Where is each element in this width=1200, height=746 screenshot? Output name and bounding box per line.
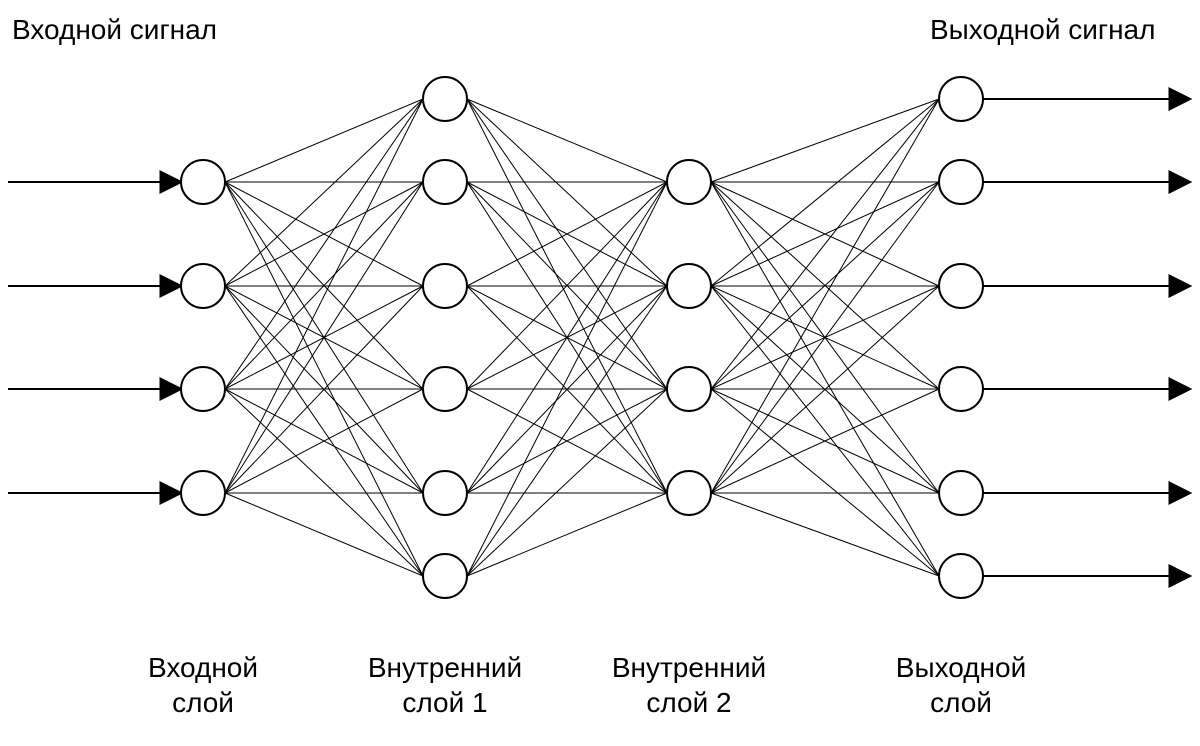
output-signal-label: Выходной сигнал: [930, 14, 1155, 46]
hidden1-node: [423, 367, 467, 411]
hidden1-node: [423, 264, 467, 308]
hidden1-node: [423, 554, 467, 598]
output-node: [939, 160, 983, 204]
output-node: [939, 554, 983, 598]
input-node: [181, 367, 225, 411]
input-node: [181, 264, 225, 308]
hidden1-node: [423, 160, 467, 204]
edges: [225, 99, 939, 576]
output-node: [939, 264, 983, 308]
input-node: [181, 160, 225, 204]
input-signal-label: Входной сигнал: [12, 14, 217, 46]
hidden2-node: [667, 160, 711, 204]
hidden-layer-1-label: Внутренний слой 1: [355, 650, 535, 720]
output-node: [939, 367, 983, 411]
input-node: [181, 471, 225, 515]
input-layer-label: Входной слой: [123, 650, 283, 720]
hidden2-node: [667, 367, 711, 411]
hidden-layer-2-label: Внутренний слой 2: [599, 650, 779, 720]
hidden2-node: [667, 471, 711, 515]
output-node: [939, 77, 983, 121]
hidden1-node: [423, 77, 467, 121]
output-layer-label: Выходной слой: [881, 650, 1041, 720]
neural-network-diagram: [0, 0, 1200, 746]
output-node: [939, 471, 983, 515]
nodes: [181, 77, 983, 598]
hidden2-node: [667, 264, 711, 308]
hidden1-node: [423, 471, 467, 515]
